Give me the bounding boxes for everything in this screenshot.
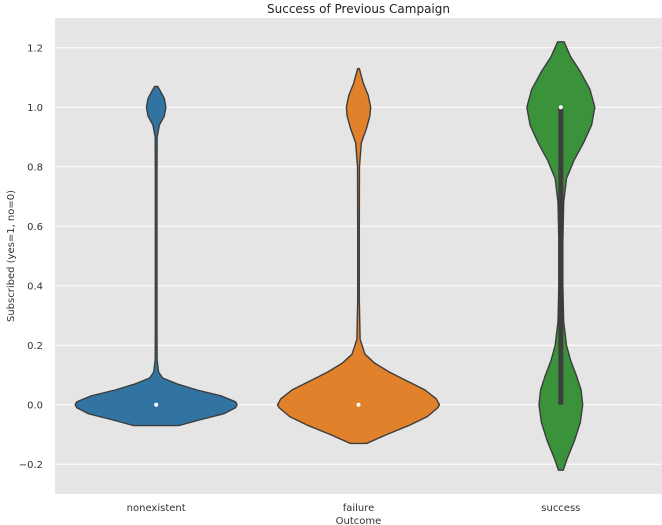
y-axis: −0.2 0.0 0.2 0.4 0.6 0.8 1.0 1.2 (19, 43, 43, 471)
median-point-nonexistent (154, 402, 159, 407)
x-tick-label: failure (343, 503, 375, 514)
y-tick-label: 1.2 (27, 43, 43, 54)
x-axis: nonexistent failure success (127, 503, 581, 514)
chart-title: Success of Previous Campaign (267, 2, 450, 16)
x-tick-label: nonexistent (127, 503, 186, 514)
violin-nonexistent (74, 85, 238, 427)
y-tick-label: 0.8 (27, 162, 43, 173)
y-tick-label: 1.0 (27, 103, 43, 114)
violins (74, 41, 596, 471)
y-tick-label: −0.2 (19, 460, 43, 471)
violin-failure (276, 67, 441, 445)
x-tick-label: success (541, 503, 580, 514)
y-tick-label: 0.0 (27, 400, 43, 411)
x-axis-title: Outcome (336, 516, 382, 525)
y-tick-label: 0.2 (27, 341, 43, 352)
y-tick-label: 0.6 (27, 222, 43, 233)
iqr-box-success (558, 107, 564, 405)
y-tick-label: 0.4 (27, 281, 43, 292)
median-point-success (558, 105, 563, 110)
y-axis-title: Subscribed (yes=1, no=0) (6, 190, 17, 322)
median-point-failure (356, 402, 361, 407)
